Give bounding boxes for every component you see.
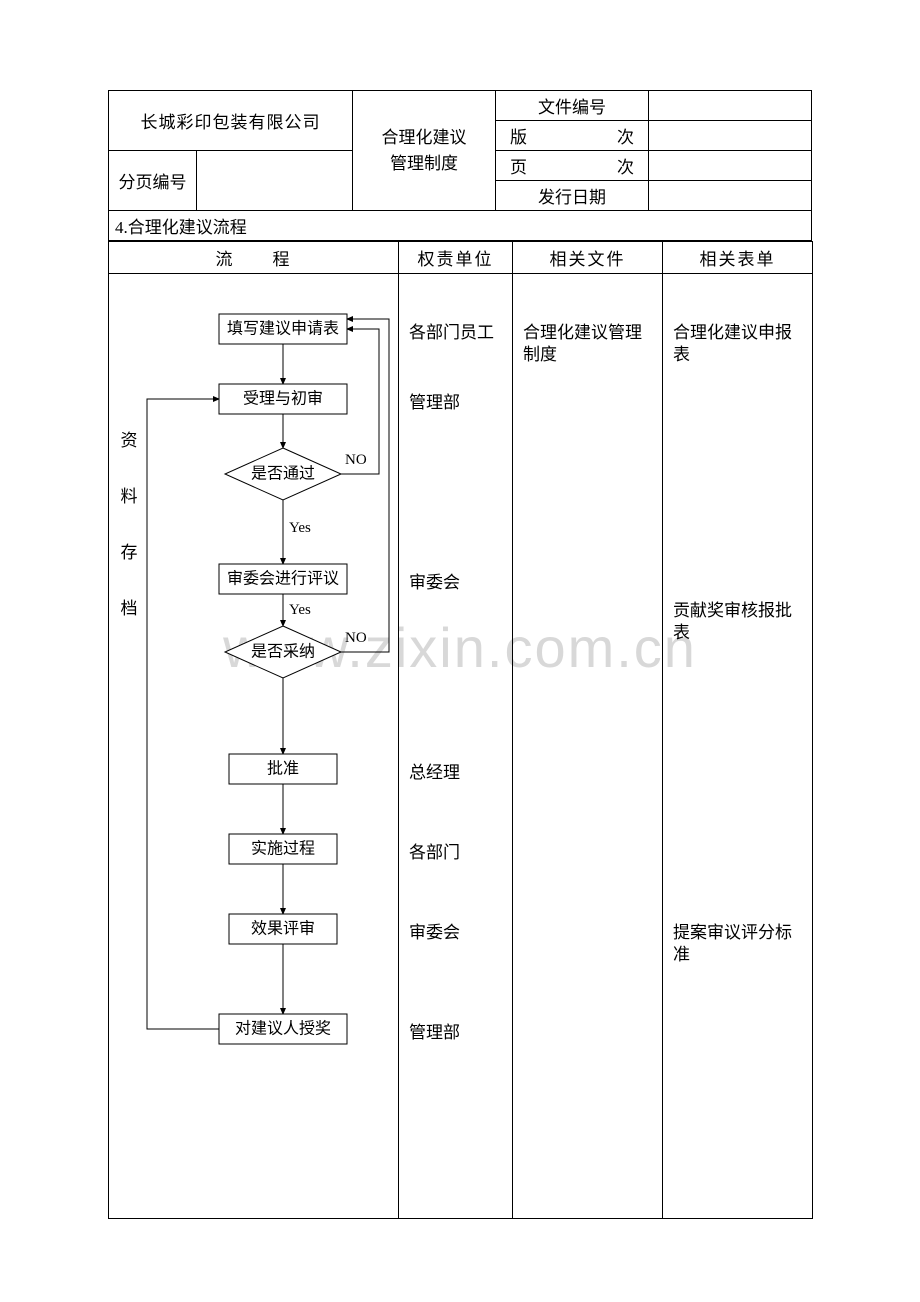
cell-text: 管理部 — [409, 392, 503, 414]
cell-text: 贡献奖审核报批表 — [673, 600, 803, 644]
svg-text:Yes: Yes — [289, 602, 311, 618]
forms-cell: 合理化建议申报表贡献奖审核报批表提案审议评分标准 — [663, 274, 813, 1219]
svg-text:实施过程: 实施过程 — [251, 840, 315, 858]
cell-text: 提案审议评分标准 — [673, 922, 803, 966]
cell-text: 管理部 — [409, 1022, 503, 1044]
page: www.zixin.com.cn 长城彩印包装有限公司 合理化建议 管理制度 文… — [0, 0, 920, 1302]
main-table: 流 程 权责单位 相关文件 相关表单 资料存档 Yes Yes NO NO 填写建议申请表… — [108, 241, 813, 1219]
doc-title: 合理化建议 管理制度 — [353, 91, 496, 211]
page-num-label: 分页编号 — [109, 151, 197, 211]
svg-text:批准: 批准 — [267, 760, 299, 778]
meta-value-1 — [649, 121, 812, 151]
svg-text:料: 料 — [121, 487, 138, 506]
units-cell: 各部门员工管理部审委会总经理各部门审委会管理部 — [399, 274, 513, 1219]
flowchart-cell: 资料存档 Yes Yes NO NO 填写建议申请表受理与初审是否通过审委会进行评议是否采… — [109, 274, 399, 1219]
svg-text:存: 存 — [121, 543, 138, 562]
meta-value-0 — [649, 91, 812, 121]
flow-edge — [147, 399, 219, 1029]
svg-text:NO: NO — [345, 630, 367, 646]
cell-text: 审委会 — [409, 572, 503, 594]
svg-text:受理与初审: 受理与初审 — [243, 390, 323, 408]
page-num-value — [197, 151, 353, 211]
docs-cell: 合理化建议管理制度 — [513, 274, 663, 1219]
cell-text: 各部门员工 — [409, 322, 503, 344]
meta-label-0: 文件编号 — [496, 91, 649, 121]
col-form: 相关表单 — [663, 242, 813, 274]
col-unit: 权责单位 — [399, 242, 513, 274]
svg-text:对建议人授奖: 对建议人授奖 — [235, 1020, 331, 1038]
column-header-row: 流 程 权责单位 相关文件 相关表单 — [109, 242, 813, 274]
svg-text:效果评审: 效果评审 — [251, 920, 315, 938]
col-doc: 相关文件 — [513, 242, 663, 274]
cell-text: 审委会 — [409, 922, 503, 944]
svg-text:NO: NO — [345, 452, 367, 468]
cell-text: 总经理 — [409, 762, 503, 784]
svg-text:填写建议申请表: 填写建议申请表 — [227, 320, 339, 338]
meta-value-3 — [649, 181, 812, 211]
svg-text:档: 档 — [121, 599, 138, 618]
flow-edge — [341, 319, 389, 652]
col-flow: 流 程 — [109, 242, 399, 274]
svg-text:审委会进行评议: 审委会进行评议 — [227, 570, 339, 588]
meta-label-2: 页 次 — [496, 151, 649, 181]
flowchart-svg: 资料存档 Yes Yes NO NO 填写建议申请表受理与初审是否通过审委会进行评议是否采… — [109, 274, 399, 1218]
svg-text:Yes: Yes — [289, 520, 311, 536]
svg-text:是否采纳: 是否采纳 — [251, 643, 315, 661]
meta-label-3: 发行日期 — [496, 181, 649, 211]
cell-text: 合理化建议申报表 — [673, 322, 803, 366]
cell-text: 合理化建议管理制度 — [523, 322, 653, 366]
header-table: 长城彩印包装有限公司 合理化建议 管理制度 文件编号 版 次 分页编号 页 次 … — [108, 90, 812, 241]
svg-text:资: 资 — [121, 431, 138, 450]
meta-label-1: 版 次 — [496, 121, 649, 151]
section-title: 4.合理化建议流程 — [109, 211, 812, 241]
meta-value-2 — [649, 151, 812, 181]
company-name: 长城彩印包装有限公司 — [109, 91, 353, 151]
document-content: 长城彩印包装有限公司 合理化建议 管理制度 文件编号 版 次 分页编号 页 次 … — [108, 90, 812, 1219]
svg-text:是否通过: 是否通过 — [251, 465, 315, 483]
cell-text: 各部门 — [409, 842, 503, 864]
